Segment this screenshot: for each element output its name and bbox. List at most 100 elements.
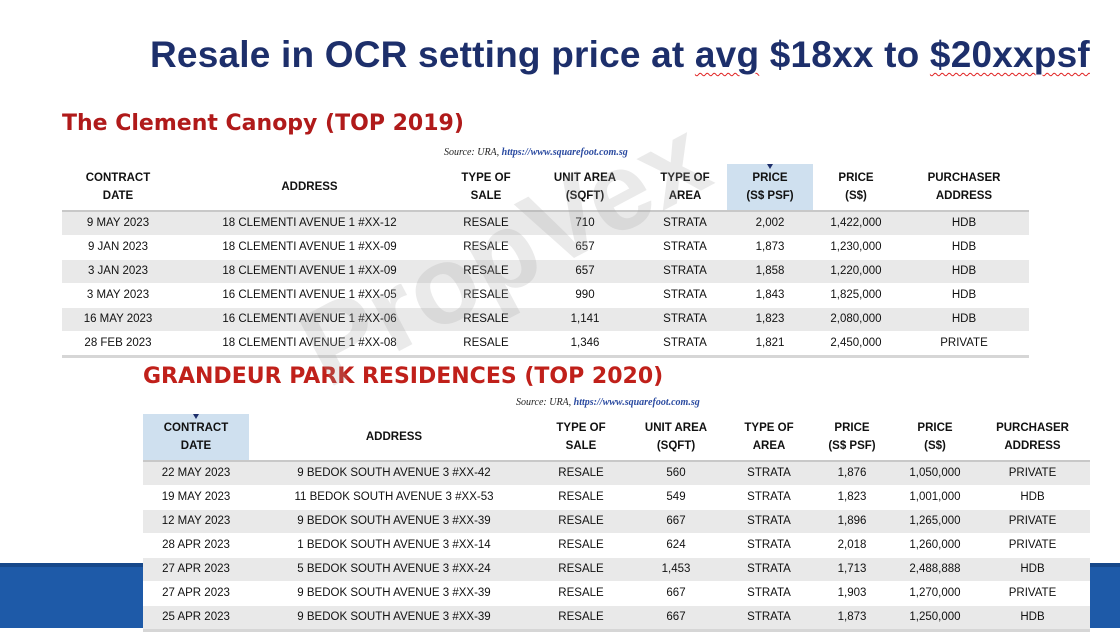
title-part-2: avg [694,34,760,75]
cell-type-of-sale: RESALE [539,581,623,606]
cell-price: 1,260,000 [895,533,975,558]
cell-price-psf: 1,713 [809,557,895,582]
cell-price: 1,230,000 [813,235,899,260]
header-purchaser-address: PURCHASER ADDRESS [975,414,1090,461]
cell-type-of-sale: RESALE [539,557,623,582]
header-text: CONTRACT [163,422,229,434]
clement-source-link[interactable]: https://www.squarefoot.com.sg [501,147,628,158]
header-text: SALE [565,440,597,452]
cell-address: 18 CLEMENTI AVENUE 1 #XX-09 [174,259,445,284]
cell-address: 9 BEDOK SOUTH AVENUE 3 #XX-39 [249,509,539,534]
header-type-of-sale: TYPE OF SALE [445,164,527,211]
cell-purchaser-address: PRIVATE [975,509,1090,534]
cell-purchaser-address: HDB [899,235,1029,260]
cell-type-of-area: STRATA [729,533,809,558]
cell-type-of-area: STRATA [643,210,727,236]
cell-purchaser-address: HDB [899,210,1029,236]
cell-type-of-sale: RESALE [445,331,527,357]
cell-price-psf: 1,858 [727,259,813,284]
header-type-of-area: TYPE OF AREA [643,164,727,211]
cell-type-of-area: STRATA [729,605,809,631]
table-row: 19 MAY 2023 11 BEDOK SOUTH AVENUE 3 #XX-5… [143,485,1090,510]
header-address: ADDRESS [174,164,445,211]
header-text: PURCHASER [996,422,1069,434]
title-part-1: Resale in OCR setting price at [150,34,695,75]
cell-type-of-area: STRATA [643,283,727,308]
cell-purchaser-address: PRIVATE [975,460,1090,486]
cell-type-of-area: STRATA [729,485,809,510]
header-text: (SQFT) [565,190,605,202]
cell-type-of-sale: RESALE [445,283,527,308]
header-text: (S$ PSF) [746,190,794,202]
cell-price: 2,488,888 [895,557,975,582]
cell-purchaser-address: PRIVATE [899,331,1029,357]
cell-contract-date: 12 MAY 2023 [143,509,249,534]
cell-contract-date: 9 JAN 2023 [62,235,174,260]
cell-unit-area: 624 [623,533,729,558]
cell-type-of-sale: RESALE [445,307,527,332]
cell-price-psf: 1,896 [809,509,895,534]
table-row: 27 APR 2023 5 BEDOK SOUTH AVENUE 3 #XX-24… [143,557,1090,582]
cell-contract-date: 28 APR 2023 [143,533,249,558]
cell-address: 18 CLEMENTI AVENUE 1 #XX-09 [174,235,445,260]
cell-purchaser-address: HDB [899,283,1029,308]
header-text: PRICE [834,422,870,434]
header-text: AREA [668,190,702,202]
cell-address: 16 CLEMENTI AVENUE 1 #XX-05 [174,283,445,308]
header-price: PRICE (S$) [895,414,975,461]
slide-title: Resale in OCR setting price at avg $18xx… [150,34,1110,76]
header-text: ADDRESS [365,431,423,443]
cell-price: 1,270,000 [895,581,975,606]
header-text: PRICE [917,422,953,434]
cell-price-psf: 2,018 [809,533,895,558]
header-text: PURCHASER [927,172,1001,184]
cell-type-of-sale: RESALE [539,533,623,558]
cell-price-psf: 2,002 [727,210,813,236]
cell-price-psf: 1,821 [727,331,813,357]
cell-unit-area: 549 [623,485,729,510]
cell-unit-area: 667 [623,581,729,606]
header-text: ADDRESS [935,190,993,202]
cell-contract-date: 22 MAY 2023 [143,460,249,486]
cell-purchaser-address: PRIVATE [975,581,1090,606]
cell-unit-area: 990 [527,283,643,308]
cell-purchaser-address: PRIVATE [975,533,1090,558]
table-row: 22 MAY 2023 9 BEDOK SOUTH AVENUE 3 #XX-42… [143,460,1090,486]
cell-type-of-area: STRATA [643,331,727,357]
header-text: AREA [752,440,786,452]
cell-price-psf: 1,843 [727,283,813,308]
cell-type-of-area: STRATA [729,509,809,534]
cell-price-psf: 1,903 [809,581,895,606]
cell-price: 1,422,000 [813,210,899,236]
cell-type-of-sale: RESALE [539,509,623,534]
header-price: PRICE (S$) [813,164,899,211]
header-address: ADDRESS [249,414,539,461]
cell-type-of-area: STRATA [643,235,727,260]
cell-address: 18 CLEMENTI AVENUE 1 #XX-12 [174,210,445,236]
cell-price-psf: 1,873 [727,235,813,260]
header-text: TYPE OF [744,422,794,434]
table-row: 28 APR 2023 1 BEDOK SOUTH AVENUE 3 #XX-14… [143,533,1090,558]
header-contract-date: CONTRACT DATE [62,164,174,211]
cell-unit-area: 657 [527,235,643,260]
cell-contract-date: 28 FEB 2023 [62,331,174,357]
cell-contract-date: 27 APR 2023 [143,557,249,582]
grandeur-source-link[interactable]: https://www.squarefoot.com.sg [573,397,700,408]
cell-unit-area: 667 [623,605,729,631]
header-text: (S$) [924,440,946,452]
header-type-of-area: TYPE OF AREA [729,414,809,461]
header-text: TYPE OF [461,172,511,184]
header-text: PRICE [752,172,788,184]
cell-price-psf: 1,873 [809,605,895,631]
cell-contract-date: 25 APR 2023 [143,605,249,631]
cell-price: 1,050,000 [895,460,975,486]
cell-unit-area: 667 [623,509,729,534]
cell-contract-date: 19 MAY 2023 [143,485,249,510]
cell-price: 2,080,000 [813,307,899,332]
table-row: 3 MAY 2023 16 CLEMENTI AVENUE 1 #XX-05 RES… [62,283,1029,308]
table-row: 28 FEB 2023 18 CLEMENTI AVENUE 1 #XX-08 RE… [62,331,1029,357]
cell-unit-area: 1,453 [623,557,729,582]
clement-source: Source: URA, https://www.squarefoot.com.… [444,147,628,158]
clement-table: CONTRACT DATE ADDRESS TYPE OF SALE UNIT AREA (… [62,164,1029,358]
header-text: ADDRESS [1004,440,1061,452]
